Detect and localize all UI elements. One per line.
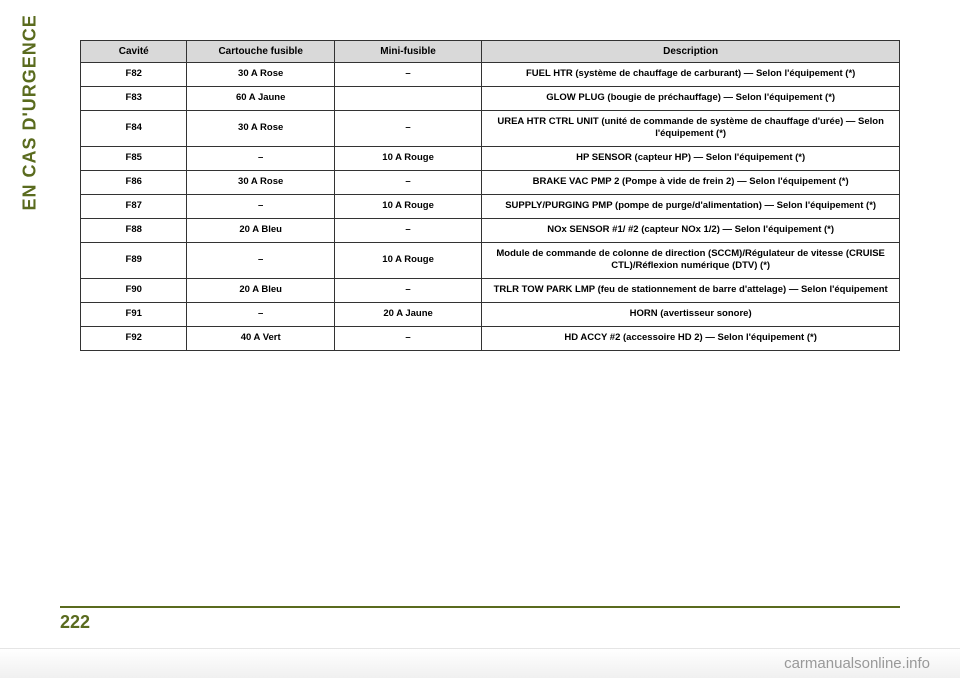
cell-cartridge: – xyxy=(187,194,334,218)
cell-cavity: F87 xyxy=(81,194,187,218)
cell-cavity: F89 xyxy=(81,242,187,279)
cell-mini: 10 A Rouge xyxy=(334,242,481,279)
cell-cartridge: – xyxy=(187,147,334,171)
table-row: F83 60 A Jaune GLOW PLUG (bougie de préc… xyxy=(81,86,900,110)
cell-description: BRAKE VAC PMP 2 (Pompe à vide de frein 2… xyxy=(482,171,900,195)
table-row: F89 – 10 A Rouge Module de commande de c… xyxy=(81,242,900,279)
cell-mini: – xyxy=(334,279,481,303)
cell-mini: 10 A Rouge xyxy=(334,194,481,218)
cell-description: Module de commande de colonne de directi… xyxy=(482,242,900,279)
footer-bar: carmanualsonline.info xyxy=(0,648,960,678)
cell-cavity: F86 xyxy=(81,171,187,195)
cell-description: TRLR TOW PARK LMP (feu de stationnement … xyxy=(482,279,900,303)
cell-cavity: F91 xyxy=(81,302,187,326)
footer-source-link: carmanualsonline.info xyxy=(784,655,930,672)
cell-cartridge: 30 A Rose xyxy=(187,171,334,195)
col-header-mini: Mini-fusible xyxy=(334,41,481,63)
table-row: F88 20 A Bleu – NOx SENSOR #1/ #2 (capte… xyxy=(81,218,900,242)
cell-cartridge: 20 A Bleu xyxy=(187,279,334,303)
cell-cavity: F90 xyxy=(81,279,187,303)
cell-cavity: F92 xyxy=(81,326,187,350)
cell-description: HORN (avertisseur sonore) xyxy=(482,302,900,326)
table-row: F91 – 20 A Jaune HORN (avertisseur sonor… xyxy=(81,302,900,326)
cell-cavity: F84 xyxy=(81,110,187,147)
cell-description: NOx SENSOR #1/ #2 (capteur NOx 1/2) — Se… xyxy=(482,218,900,242)
cell-cartridge: 30 A Rose xyxy=(187,110,334,147)
cell-mini: – xyxy=(334,218,481,242)
col-header-cavity: Cavité xyxy=(81,41,187,63)
table-row: F85 – 10 A Rouge HP SENSOR (capteur HP) … xyxy=(81,147,900,171)
cell-description: UREA HTR CTRL UNIT (unité de commande de… xyxy=(482,110,900,147)
cell-cavity: F83 xyxy=(81,86,187,110)
cell-description: HD ACCY #2 (accessoire HD 2) — Selon l'é… xyxy=(482,326,900,350)
cell-mini: 20 A Jaune xyxy=(334,302,481,326)
table-header: Cavité Cartouche fusible Mini-fusible De… xyxy=(81,41,900,63)
fuse-table: Cavité Cartouche fusible Mini-fusible De… xyxy=(80,40,900,351)
cell-mini: 10 A Rouge xyxy=(334,147,481,171)
col-header-description: Description xyxy=(482,41,900,63)
cell-cartridge: 30 A Rose xyxy=(187,63,334,87)
cell-mini: – xyxy=(334,63,481,87)
cell-cartridge: – xyxy=(187,302,334,326)
cell-description: FUEL HTR (système de chauffage de carbur… xyxy=(482,63,900,87)
cell-mini: – xyxy=(334,326,481,350)
cell-cavity: F82 xyxy=(81,63,187,87)
cell-cavity: F88 xyxy=(81,218,187,242)
cell-mini: – xyxy=(334,110,481,147)
cell-cartridge: 40 A Vert xyxy=(187,326,334,350)
page-number: 222 xyxy=(60,612,90,633)
table-row: F87 – 10 A Rouge SUPPLY/PURGING PMP (pom… xyxy=(81,194,900,218)
cell-description: GLOW PLUG (bougie de préchauffage) — Sel… xyxy=(482,86,900,110)
page-divider xyxy=(60,606,900,608)
cell-cavity: F85 xyxy=(81,147,187,171)
table-row: F84 30 A Rose – UREA HTR CTRL UNIT (unit… xyxy=(81,110,900,147)
table-body: F82 30 A Rose – FUEL HTR (système de cha… xyxy=(81,63,900,351)
cell-description: SUPPLY/PURGING PMP (pompe de purge/d'ali… xyxy=(482,194,900,218)
page-container: EN CAS D'URGENCE Cavité Cartouche fusibl… xyxy=(0,0,960,678)
cell-mini xyxy=(334,86,481,110)
cell-cartridge: – xyxy=(187,242,334,279)
cell-description: HP SENSOR (capteur HP) — Selon l'équipem… xyxy=(482,147,900,171)
cell-mini: – xyxy=(334,171,481,195)
table-row: F82 30 A Rose – FUEL HTR (système de cha… xyxy=(81,63,900,87)
cell-cartridge: 60 A Jaune xyxy=(187,86,334,110)
table-row: F92 40 A Vert – HD ACCY #2 (accessoire H… xyxy=(81,326,900,350)
col-header-cartridge: Cartouche fusible xyxy=(187,41,334,63)
table-row: F90 20 A Bleu – TRLR TOW PARK LMP (feu d… xyxy=(81,279,900,303)
chapter-sidebar-label: EN CAS D'URGENCE xyxy=(20,14,41,210)
cell-cartridge: 20 A Bleu xyxy=(187,218,334,242)
table-row: F86 30 A Rose – BRAKE VAC PMP 2 (Pompe à… xyxy=(81,171,900,195)
